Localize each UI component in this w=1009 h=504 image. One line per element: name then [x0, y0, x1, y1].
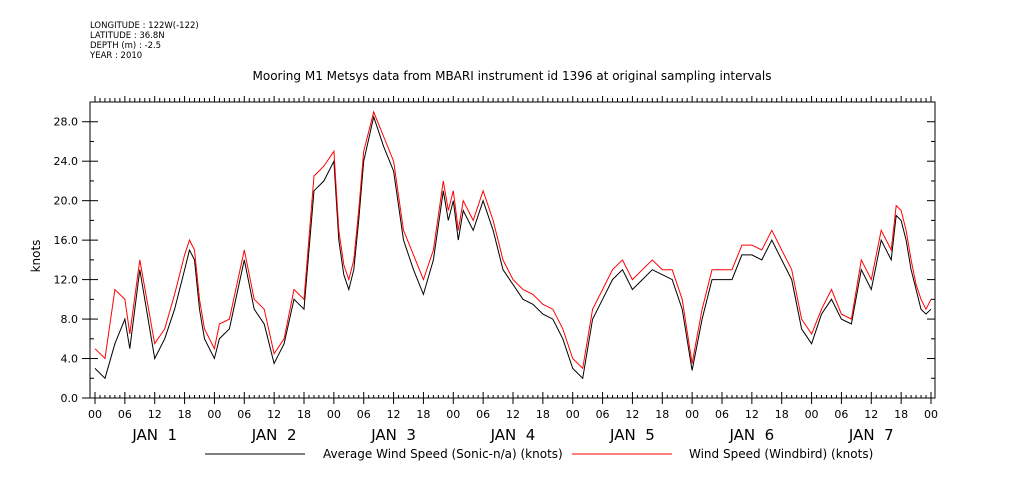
plot-frame	[89, 101, 936, 399]
x-hour-label: 06	[357, 408, 371, 421]
x-hour-label: 18	[775, 408, 789, 421]
x-hour-label: 12	[506, 408, 520, 421]
longitude-label: LONGITUDE : 122W(-122)	[90, 21, 199, 31]
y-tick-label: 24.0	[54, 155, 79, 168]
legend: Average Wind Speed (Sonic-n/a) (knots) W…	[205, 447, 873, 461]
x-hour-label: 18	[894, 408, 908, 421]
x-hour-label: 12	[148, 408, 162, 421]
x-hour-label: 00	[924, 408, 938, 421]
y-tick-label: 20.0	[54, 195, 79, 208]
series-line-windbird	[94, 110, 932, 370]
x-hour-label: 12	[864, 408, 878, 421]
x-hour-label: 06	[237, 408, 251, 421]
x-hour-label: 06	[596, 408, 610, 421]
x-hour-label: 00	[88, 408, 102, 421]
legend-label-windbird: Wind Speed (Windbird) (knots)	[689, 447, 873, 461]
x-hour-label: 06	[476, 408, 490, 421]
y-tick-label: 8.0	[61, 313, 79, 326]
x-day-label: JAN 7	[848, 426, 894, 444]
x-hour-label: 06	[834, 408, 848, 421]
x-hour-label: 12	[745, 408, 759, 421]
x-hour-label: 12	[387, 408, 401, 421]
legend-label-sonic: Average Wind Speed (Sonic-n/a) (knots)	[323, 447, 563, 461]
x-hour-label: 00	[685, 408, 699, 421]
x-day-label: JAN 3	[370, 426, 416, 444]
x-hour-label: 00	[805, 408, 819, 421]
chart-title: Mooring M1 Metsys data from MBARI instru…	[253, 69, 772, 83]
x-axis: 00 06 12 18 00 06 12 18 00 06 12 18 00 06 12 18 00 06 12 18…	[88, 96, 938, 444]
series-line-sonic	[94, 114, 932, 380]
x-hour-label: 06	[715, 408, 729, 421]
x-hour-label: 18	[178, 408, 192, 421]
series-group	[94, 110, 932, 380]
x-day-label: JAN 2	[251, 426, 297, 444]
y-tick-label: 12.0	[54, 274, 79, 287]
x-hour-label: 00	[566, 408, 580, 421]
x-hour-label: 00	[327, 408, 341, 421]
year-label: YEAR : 2010	[90, 51, 143, 61]
depth-label: DEPTH (m) : -2.5	[90, 41, 162, 51]
latitude-label: LATITUDE : 36.8N	[90, 31, 165, 41]
x-day-label: JAN 6	[728, 426, 774, 444]
x-hour-label: 06	[118, 408, 132, 421]
metadata-block: LONGITUDE : 122W(-122) LATITUDE : 36.8N …	[90, 21, 199, 61]
y-tick-label: 0.0	[61, 392, 79, 405]
x-hour-label: 18	[297, 408, 311, 421]
y-tick-label: 16.0	[54, 234, 79, 247]
x-hour-label: 00	[207, 408, 221, 421]
x-hour-label: 12	[267, 408, 281, 421]
x-hour-label: 12	[625, 408, 639, 421]
y-tick-label: 4.0	[61, 353, 79, 366]
x-day-label: JAN 1	[131, 426, 177, 444]
x-hour-label: 00	[446, 408, 460, 421]
x-day-label: JAN 5	[609, 426, 655, 444]
y-axis: 0.0 4.0 8.0 12.0 16.0 20.0 24.0 28.0	[54, 101, 935, 405]
x-day-label: JAN 4	[490, 426, 536, 444]
y-tick-label: 28.0	[54, 116, 79, 129]
x-hour-label: 18	[416, 408, 430, 421]
x-hour-label: 18	[655, 408, 669, 421]
x-hour-label: 18	[536, 408, 550, 421]
y-axis-label: knots	[29, 240, 43, 273]
